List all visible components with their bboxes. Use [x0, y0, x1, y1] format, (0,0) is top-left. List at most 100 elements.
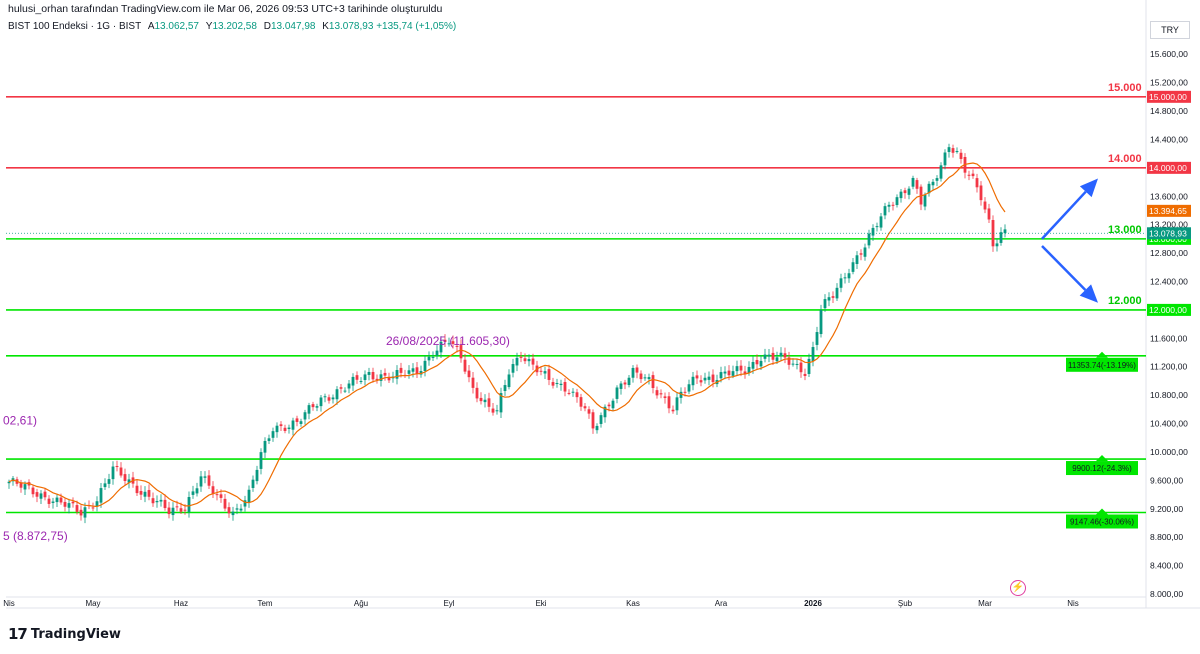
candle-body	[559, 383, 563, 386]
level-label: 12.000	[1108, 295, 1142, 307]
level-price-tag-text: 12.000,00	[1149, 305, 1187, 315]
candle-body	[495, 410, 499, 412]
price-tag	[1147, 204, 1191, 217]
y-tick-label: 8.800,00	[1150, 532, 1183, 542]
candle-body	[23, 484, 27, 490]
candle-body	[831, 296, 835, 298]
candle-body	[99, 488, 103, 503]
candle-body	[59, 497, 63, 503]
candle-body	[323, 396, 327, 398]
candle-body	[599, 415, 603, 424]
candle-body	[703, 377, 707, 381]
candle-body	[799, 362, 803, 373]
candle-body	[787, 357, 791, 365]
candle-body	[19, 482, 23, 488]
candle-body	[899, 191, 903, 199]
candle-body	[307, 405, 311, 414]
price-annotation: 5 (8.872,75)	[3, 529, 68, 543]
ohlc-high-value: 13.202,58	[212, 21, 257, 32]
y-tick-label: 12.800,00	[1150, 248, 1188, 258]
candle-body	[647, 377, 651, 380]
candle-body	[147, 490, 151, 497]
candle-body	[695, 375, 699, 379]
level-info-box	[1066, 461, 1138, 476]
y-tick-label: 8.400,00	[1150, 561, 1183, 571]
x-tick-label: 2026	[804, 599, 822, 608]
candle-body	[127, 479, 131, 483]
candle-body	[175, 506, 179, 508]
candle-body	[875, 226, 879, 228]
price-tag-text: 13.394,65	[1149, 206, 1187, 216]
candle-body	[1003, 229, 1007, 234]
candle-body	[735, 366, 739, 372]
candle-body	[315, 406, 319, 408]
candle-body	[139, 490, 143, 495]
candle-body	[935, 178, 939, 181]
y-tick-label: 11.200,00	[1150, 362, 1187, 372]
candle-body	[611, 400, 615, 409]
level-price-tag-text: 14.000,00	[1149, 163, 1187, 173]
candle-body	[699, 380, 703, 383]
candle-body	[691, 376, 695, 386]
candle-body	[663, 396, 667, 399]
candle-body	[67, 503, 71, 508]
scenario-arrow-head	[1079, 178, 1098, 198]
candle-body	[267, 438, 271, 441]
candle-body	[79, 509, 83, 516]
candle-body	[503, 385, 507, 391]
candle-body	[679, 391, 683, 398]
candle-body	[775, 357, 779, 362]
candle-body	[227, 507, 231, 514]
candle-body	[367, 372, 371, 375]
candle-body	[247, 489, 251, 503]
candle-body	[911, 177, 915, 187]
symbol-name[interactable]: BIST 100 Endeksi · 1G · BIST	[8, 21, 142, 32]
x-tick-label: Tem	[257, 599, 272, 608]
x-tick-label: Haz	[174, 599, 188, 608]
candle-body	[251, 479, 255, 488]
level-info-box	[1066, 514, 1138, 529]
candle-body	[623, 382, 627, 385]
candle-body	[271, 431, 275, 438]
y-tick-label: 8.000,00	[1150, 589, 1183, 599]
candle-body	[927, 183, 931, 194]
candle-body	[711, 374, 715, 383]
candle-body	[283, 427, 287, 431]
candle-body	[847, 273, 851, 279]
candle-body	[891, 204, 895, 206]
candle-body	[199, 476, 203, 487]
candle-body	[123, 474, 127, 481]
candle-body	[187, 497, 191, 512]
currency-selector[interactable]: TRY	[1150, 21, 1190, 39]
candle-body	[615, 387, 619, 399]
candle-body	[871, 227, 875, 236]
candle-body	[239, 508, 243, 511]
candle-body	[499, 393, 503, 413]
candle-body	[351, 376, 355, 386]
candle-body	[207, 475, 211, 486]
candle-body	[539, 370, 543, 372]
y-tick-label: 10.800,00	[1150, 390, 1188, 400]
candle-body	[447, 343, 451, 345]
candle-body	[943, 152, 947, 166]
candle-body	[371, 372, 375, 380]
x-tick-label: Kas	[626, 599, 640, 608]
lightning-icon[interactable]: ⚡	[1010, 580, 1026, 596]
x-tick-label: Nis	[1067, 599, 1079, 608]
candle-body	[479, 397, 483, 402]
candle-body	[235, 508, 239, 510]
candle-body	[151, 498, 155, 504]
candle-body	[143, 491, 147, 497]
candle-body	[443, 339, 447, 342]
candle-body	[507, 374, 511, 388]
candle-body	[815, 332, 819, 345]
candle-body	[635, 367, 639, 373]
candle-body	[895, 197, 899, 206]
y-tick-label: 10.000,00	[1150, 447, 1188, 457]
candle-body	[39, 493, 43, 499]
candle-body	[555, 383, 559, 385]
candle-body	[279, 424, 283, 427]
candle-body	[299, 421, 303, 424]
candle-body	[667, 396, 671, 409]
